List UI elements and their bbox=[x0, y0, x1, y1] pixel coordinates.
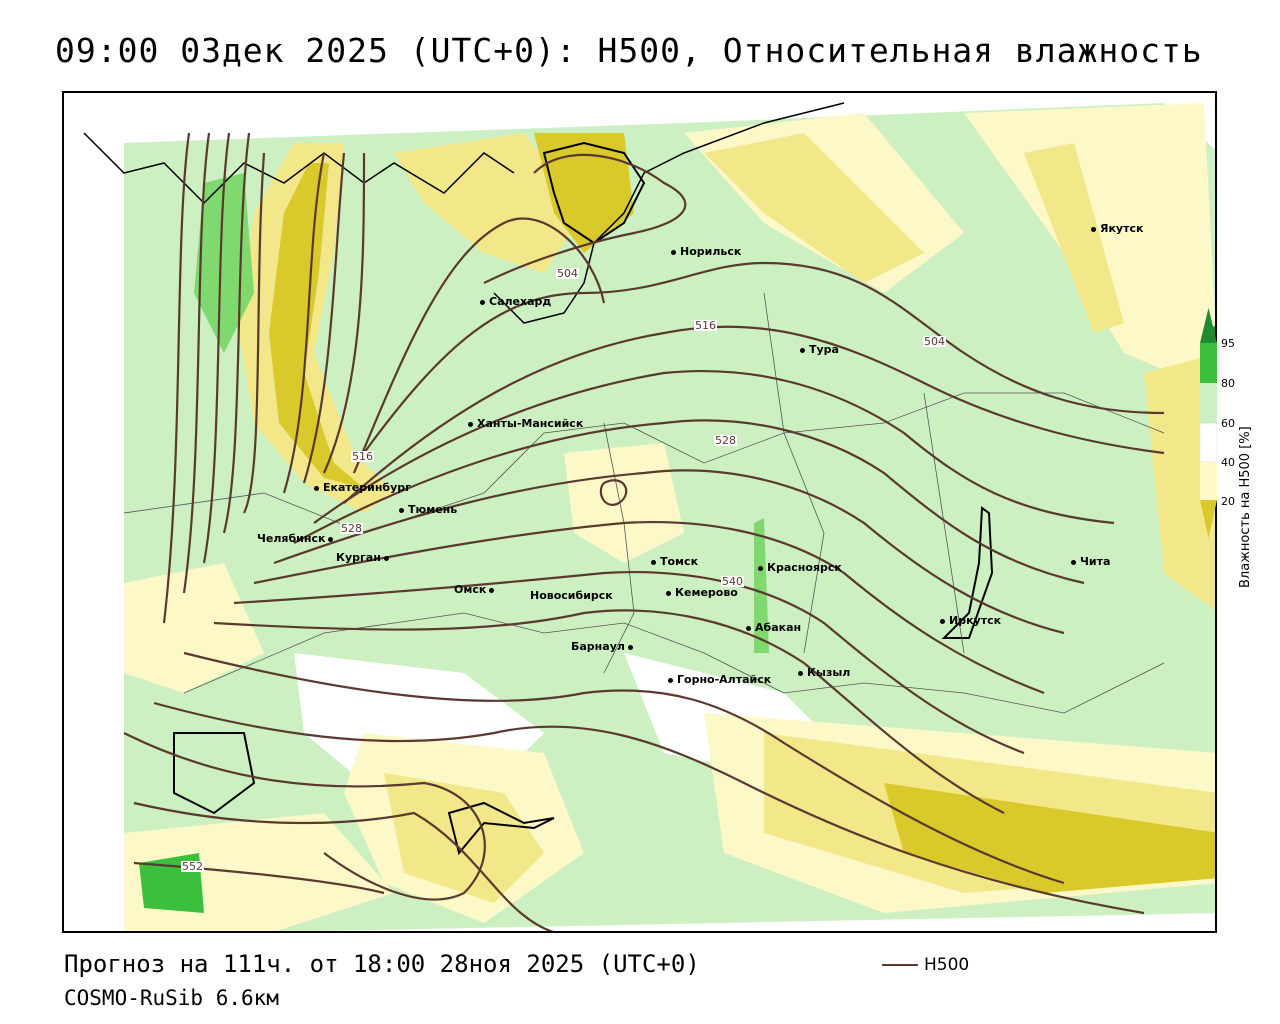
h500-key-label: H500 bbox=[924, 955, 970, 975]
city-marker-icon bbox=[671, 249, 676, 255]
city-marker-icon bbox=[489, 587, 495, 593]
city-label: Абакан bbox=[746, 622, 801, 633]
city-label: Горно-Алтайск bbox=[668, 674, 771, 685]
forecast-info: Прогноз на 111ч. от 18:00 28ноя 2025 (UT… bbox=[64, 950, 700, 978]
city-marker-icon bbox=[798, 670, 803, 676]
city-label: Салехард bbox=[480, 296, 551, 307]
legend-tick-label: 60 bbox=[1221, 417, 1235, 430]
isoline-label: 552 bbox=[181, 860, 204, 873]
city-marker-icon bbox=[399, 507, 404, 513]
legend-title: Влажность на H500 [%] bbox=[1238, 426, 1253, 588]
city-label: Якутск bbox=[1091, 223, 1143, 234]
h500-line-key: H500 bbox=[882, 955, 969, 975]
map-layers bbox=[64, 93, 1215, 931]
city-marker-icon bbox=[480, 299, 485, 305]
city-marker-icon bbox=[627, 644, 633, 650]
city-label: Чита bbox=[1071, 556, 1110, 567]
isoline-label: 504 bbox=[923, 335, 946, 348]
legend-tick-label: 40 bbox=[1221, 456, 1235, 469]
city-marker-icon bbox=[651, 559, 656, 565]
city-label: Тюмень bbox=[399, 504, 457, 515]
city-marker-icon bbox=[758, 565, 763, 571]
city-label: Иркутск bbox=[940, 615, 1001, 626]
legend-tick-label: 20 bbox=[1221, 495, 1235, 508]
isoline-label: 540 bbox=[721, 575, 744, 588]
h500-isolines bbox=[123, 132, 1165, 931]
isoline-label: 516 bbox=[694, 319, 717, 332]
city-label: Кемерово bbox=[666, 587, 738, 598]
city-marker-icon bbox=[383, 555, 389, 561]
city-marker-icon bbox=[1071, 559, 1076, 565]
isoline-label: 516 bbox=[351, 450, 374, 463]
city-label: Кызыл bbox=[798, 667, 850, 678]
city-label: Екатеринбург bbox=[314, 482, 411, 493]
city-marker-icon bbox=[800, 347, 805, 353]
city-marker-icon bbox=[468, 421, 473, 427]
isoline-label: 528 bbox=[714, 434, 737, 447]
city-label: Норильск bbox=[671, 246, 741, 257]
isoline-label: 528 bbox=[340, 522, 363, 535]
model-name: COSMO-RuSib 6.6км bbox=[64, 986, 279, 1010]
city-marker-icon bbox=[746, 625, 751, 631]
city-label: Новосибирск bbox=[530, 589, 613, 602]
city-label: Красноярск bbox=[758, 562, 842, 573]
city-marker-icon bbox=[1091, 226, 1096, 232]
city-marker-icon bbox=[314, 485, 319, 491]
map-title: 09:00 03дек 2025 (UTC+0): H500, Относите… bbox=[55, 31, 1203, 70]
city-marker-icon bbox=[328, 536, 334, 542]
legend-tick-label: 95 bbox=[1221, 337, 1235, 350]
humidity-legend-bar bbox=[1200, 308, 1217, 538]
forecast-map: Норильск Якутск Салехард Тура Ханты-Манс… bbox=[62, 91, 1217, 933]
city-label: Томск bbox=[651, 556, 698, 567]
city-label: Тура bbox=[800, 344, 839, 355]
city-label: Курган bbox=[336, 552, 393, 563]
city-label: Барнаул bbox=[571, 641, 637, 652]
city-marker-icon bbox=[940, 618, 945, 624]
h500-line-swatch bbox=[882, 964, 918, 966]
city-marker-icon bbox=[668, 677, 673, 683]
city-label: Ханты-Мансийск bbox=[468, 418, 583, 429]
city-label: Челябинск bbox=[257, 533, 337, 544]
legend-tick-label: 80 bbox=[1221, 377, 1235, 390]
city-label: Омск bbox=[454, 584, 498, 595]
isoline-label: 504 bbox=[556, 267, 579, 280]
humidity-field bbox=[64, 93, 1215, 931]
city-marker-icon bbox=[666, 590, 671, 596]
coastlines bbox=[83, 102, 994, 856]
